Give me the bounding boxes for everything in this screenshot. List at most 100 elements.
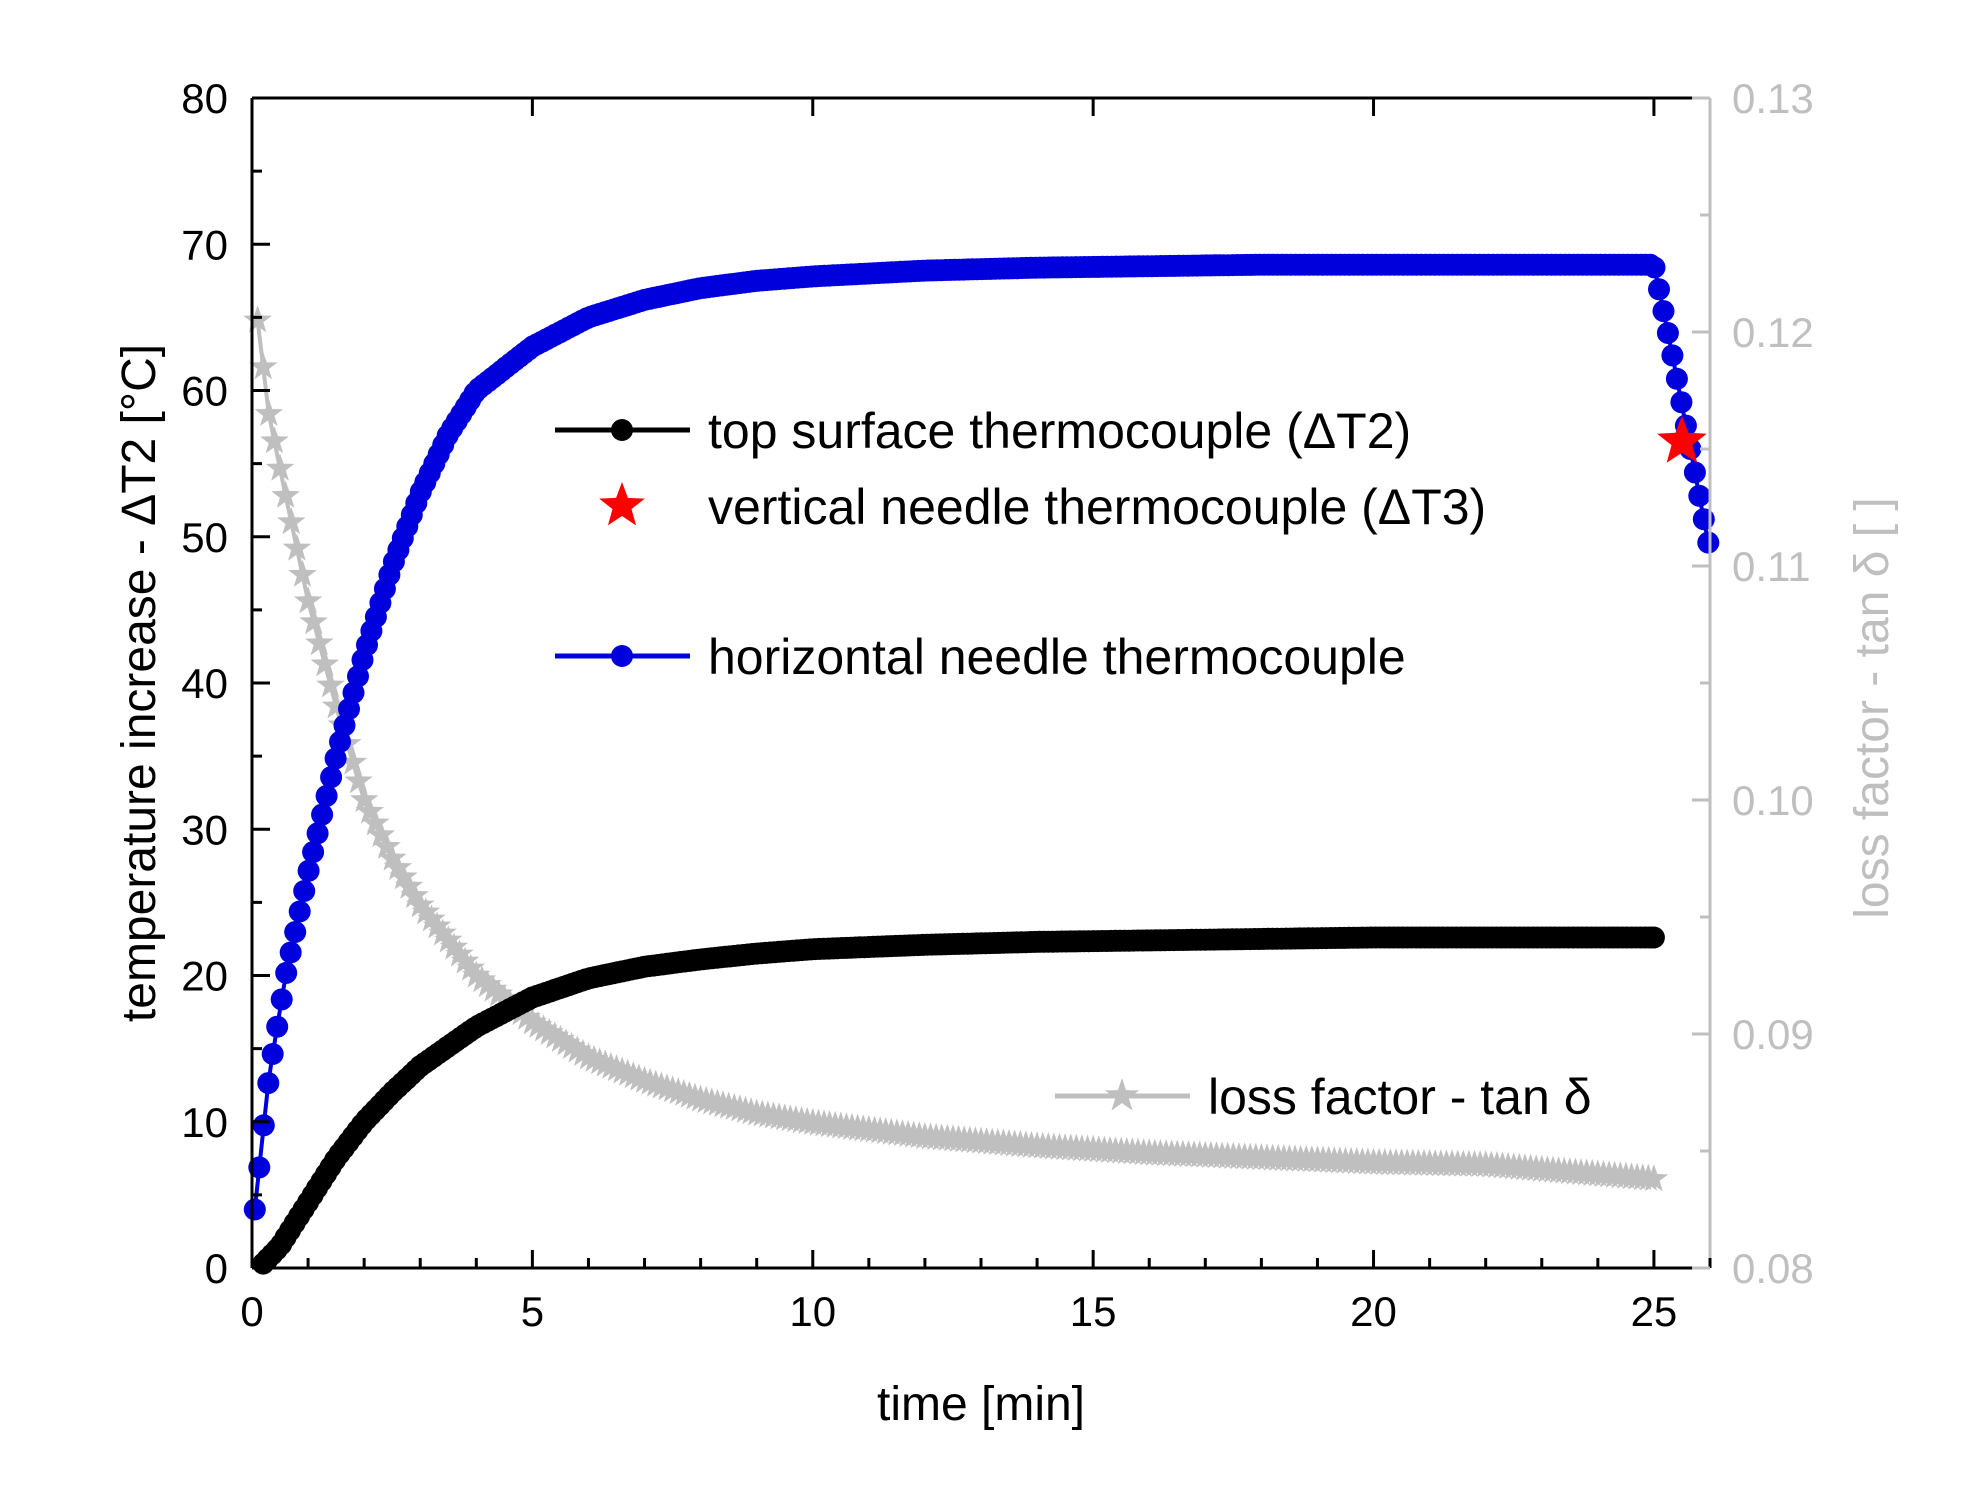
loss-factor-point bbox=[282, 533, 312, 561]
loss-factor-point bbox=[400, 880, 429, 909]
horizontal-needle-point bbox=[248, 1156, 271, 1179]
horizontal-needle-point bbox=[293, 880, 316, 902]
y2-tick-label: 0.11 bbox=[1732, 543, 1811, 590]
loss-factor-point bbox=[299, 607, 328, 635]
loss-factor-point bbox=[248, 352, 278, 380]
horizontal-needle-point bbox=[320, 766, 343, 789]
loss-factor-point bbox=[406, 890, 435, 918]
horizontal-needle-point bbox=[275, 961, 298, 984]
loss-factor-point bbox=[1639, 1164, 1669, 1192]
legend-item-loss-factor: loss factor - tan δ bbox=[1055, 1069, 1592, 1125]
loss-factor-point bbox=[546, 1024, 575, 1052]
loss-factor-point bbox=[529, 1014, 558, 1042]
loss-factor-point bbox=[478, 974, 508, 1002]
loss-factor-point bbox=[422, 911, 452, 939]
y2-tick-label: 0.09 bbox=[1732, 1011, 1814, 1058]
loss-factor-point bbox=[377, 843, 407, 871]
horizontal-needle-point bbox=[1683, 461, 1706, 484]
loss-factor-point bbox=[394, 871, 424, 899]
loss-factor-point bbox=[305, 628, 334, 656]
loss-factor-point bbox=[534, 1017, 564, 1045]
y2-tick-label: 0.10 bbox=[1732, 777, 1814, 824]
loss-factor-point bbox=[428, 918, 457, 946]
horizontal-needle-point bbox=[279, 941, 302, 964]
x-tick-label: 0 bbox=[240, 1288, 263, 1335]
horizontal-needle-point bbox=[284, 921, 307, 943]
horizontal-needle-point bbox=[1643, 256, 1666, 279]
legend-marker bbox=[1104, 1078, 1140, 1111]
loss-factor-point bbox=[260, 426, 289, 454]
x-axis-title: time [min] bbox=[877, 1378, 1085, 1431]
horizontal-needle-point bbox=[324, 747, 347, 770]
loss-factor-point bbox=[434, 925, 463, 953]
loss-factor-point bbox=[456, 953, 485, 981]
x-tick-label: 15 bbox=[1070, 1288, 1117, 1335]
y2-tick-label: 0.12 bbox=[1732, 309, 1814, 356]
loss-factor-point bbox=[551, 1028, 581, 1056]
y-tick-label: 70 bbox=[181, 221, 228, 268]
legend-item-horizontal-needle: horizontal needle thermocouple bbox=[555, 629, 1406, 685]
x-tick-label: 25 bbox=[1631, 1288, 1678, 1335]
horizontal-needle-point bbox=[257, 1072, 280, 1095]
y-tick-label: 30 bbox=[181, 806, 228, 853]
series-top-surface bbox=[252, 926, 1665, 1275]
loss-factor-point bbox=[411, 897, 441, 925]
series-layer bbox=[243, 253, 1720, 1275]
horizontal-needle-point bbox=[1661, 344, 1684, 367]
legend-marker bbox=[611, 419, 633, 441]
loss-factor-point bbox=[484, 979, 513, 1007]
legend-marker bbox=[611, 645, 633, 667]
y-tick-label: 10 bbox=[181, 1099, 228, 1146]
loss-factor-point bbox=[361, 808, 390, 836]
horizontal-needle-point bbox=[1652, 300, 1675, 323]
loss-factor-point bbox=[288, 559, 317, 587]
horizontal-needle-point bbox=[1665, 367, 1688, 390]
horizontal-needle-point bbox=[311, 803, 334, 826]
horizontal-needle-point bbox=[302, 841, 325, 864]
x-tick-label: 5 bbox=[521, 1288, 544, 1335]
loss-factor-point bbox=[563, 1035, 592, 1063]
loss-factor-point bbox=[372, 831, 401, 859]
y-tick-label: 0 bbox=[205, 1245, 228, 1292]
y-axis-title: temperature increase - ΔT2 [°C] bbox=[113, 344, 166, 1022]
horizontal-needle-point bbox=[243, 1198, 266, 1221]
legend-marker bbox=[599, 482, 645, 526]
horizontal-needle-point bbox=[288, 900, 311, 923]
loss-factor-point bbox=[557, 1031, 586, 1059]
y2-tick-label: 0.13 bbox=[1732, 75, 1814, 122]
loss-factor-point bbox=[254, 398, 284, 426]
y2-tick-label: 0.08 bbox=[1732, 1245, 1814, 1292]
loss-factor-point bbox=[467, 965, 497, 993]
y-tick-label: 50 bbox=[181, 514, 228, 561]
loss-factor-point bbox=[540, 1021, 570, 1049]
legend-label: vertical needle thermocouple (ΔT3) bbox=[708, 479, 1486, 535]
loss-factor-point bbox=[417, 904, 446, 932]
horizontal-needle-point bbox=[270, 988, 293, 1011]
horizontal-needle-point bbox=[297, 859, 320, 882]
loss-factor-point bbox=[366, 820, 396, 848]
loss-factor-point bbox=[316, 670, 345, 698]
loss-factor-point bbox=[349, 785, 379, 813]
x-tick-label: 10 bbox=[789, 1288, 836, 1335]
y-tick-label: 20 bbox=[181, 953, 228, 1000]
legend-layer: top surface thermocouple (ΔT2) vertical n… bbox=[555, 403, 1592, 1125]
loss-factor-point bbox=[321, 691, 351, 719]
loss-factor-point bbox=[310, 649, 340, 677]
loss-factor-point bbox=[344, 766, 373, 794]
legend-label: horizontal needle thermocouple bbox=[708, 629, 1406, 685]
loss-factor-point bbox=[383, 852, 413, 880]
horizontal-needle-point bbox=[261, 1043, 284, 1065]
horizontal-needle-point bbox=[1688, 484, 1711, 507]
legend-item-top-surface: top surface thermocouple (ΔT2) bbox=[555, 403, 1411, 459]
loss-factor-point bbox=[277, 507, 306, 535]
loss-factor-point bbox=[473, 969, 502, 997]
vertical-needle-point bbox=[1657, 415, 1707, 463]
horizontal-needle-point bbox=[1697, 531, 1720, 554]
y-tick-label: 40 bbox=[181, 660, 228, 707]
y-tick-label: 60 bbox=[181, 368, 228, 415]
series-horizontal-needle bbox=[243, 253, 1720, 1221]
horizontal-needle-point bbox=[1670, 391, 1693, 414]
horizontal-needle-point bbox=[1648, 278, 1670, 301]
horizontal-needle-point bbox=[306, 822, 329, 845]
